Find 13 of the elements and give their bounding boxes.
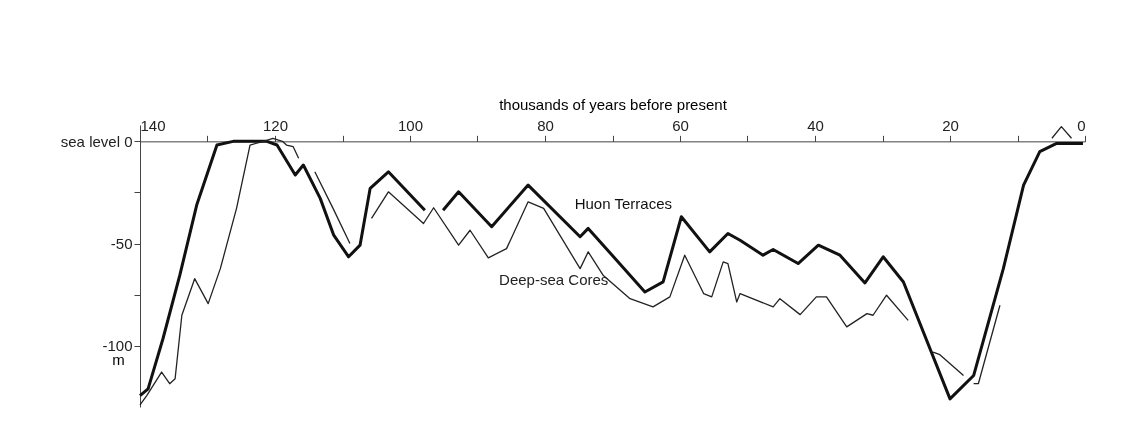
x-axis-title: thousands of years before present bbox=[499, 95, 728, 113]
x-tick-label: 100 bbox=[397, 116, 424, 134]
series-label: Huon Terraces bbox=[574, 194, 672, 212]
y-tick-label: sea level 0 bbox=[60, 132, 133, 150]
x-tick-label: 120 bbox=[262, 116, 289, 134]
y-tick-label: -50 bbox=[110, 235, 133, 253]
x-tick-label: 40 bbox=[807, 116, 824, 134]
x-tick-label: 60 bbox=[672, 116, 689, 134]
x-tick-label: 20 bbox=[942, 116, 959, 134]
x-tick-label: 0 bbox=[1077, 116, 1086, 134]
series-label: Deep-sea Cores bbox=[499, 271, 609, 289]
x-tick-label: 140 bbox=[140, 116, 166, 134]
x-tick-label: 80 bbox=[537, 116, 554, 134]
